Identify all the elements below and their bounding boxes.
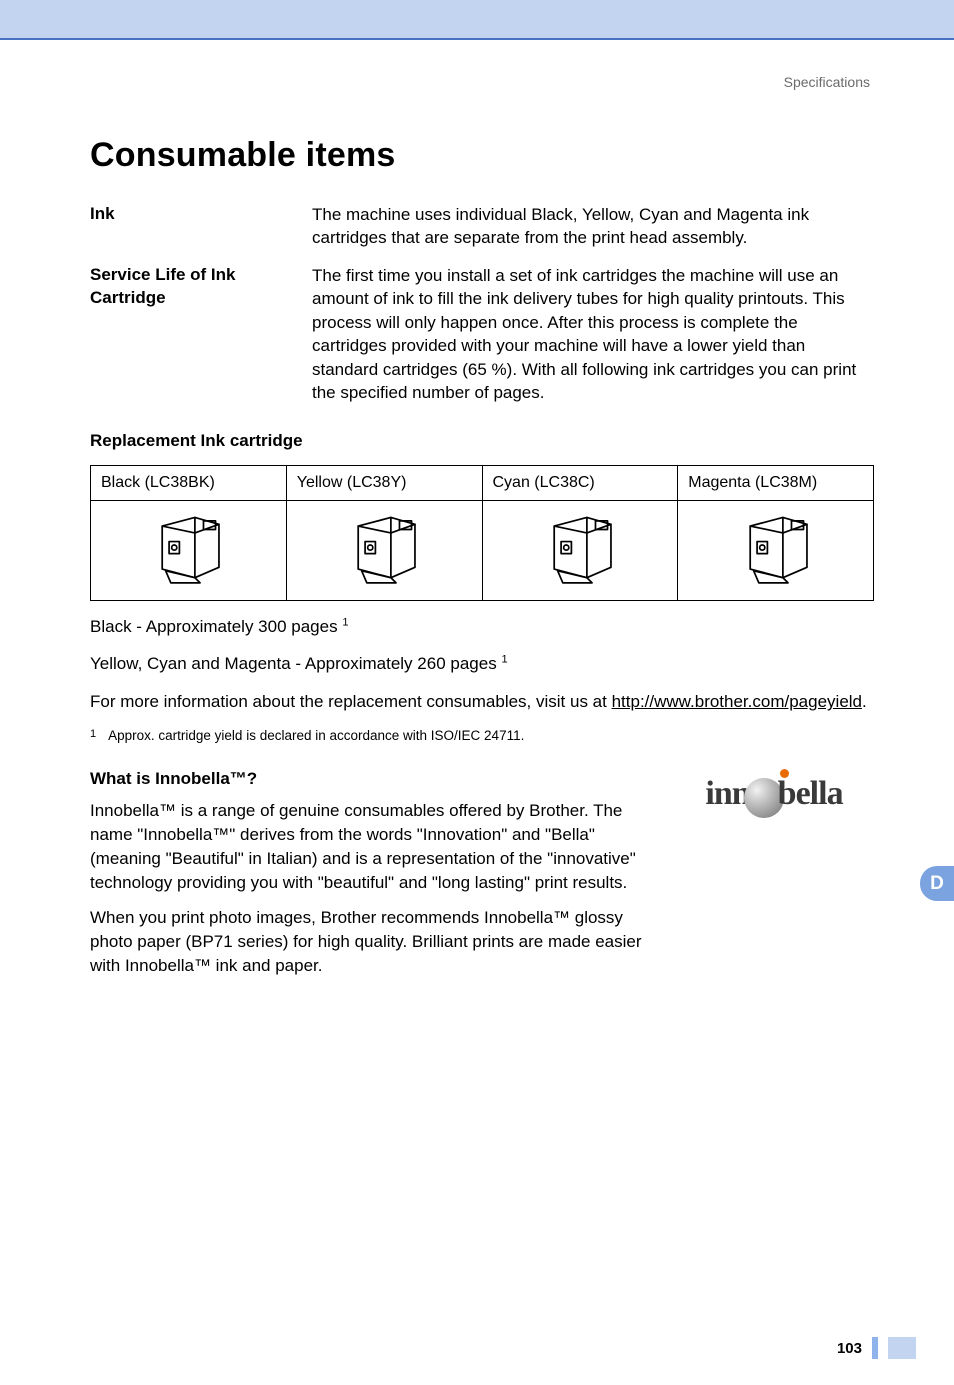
cartridge-table: Black (LC38BK) Yellow (LC38Y) Cyan (LC38…	[90, 465, 874, 601]
innobella-dot-icon	[780, 769, 789, 778]
innobella-para1: Innobella™ is a range of genuine consuma…	[90, 799, 646, 896]
cartridge-col-magenta: Magenta (LC38M)	[678, 465, 874, 500]
innobella-para2: When you print photo images, Brother rec…	[90, 906, 646, 978]
replacement-heading: Replacement Ink cartridge	[90, 431, 874, 451]
page-number-bar-icon	[872, 1337, 878, 1359]
innobella-section: What is Innobella™? Innobella™ is a rang…	[90, 769, 874, 978]
definitions-list: Ink The machine uses individual Black, Y…	[90, 203, 874, 405]
innobella-question: What is Innobella™?	[90, 769, 646, 789]
definition-term: Service Life of Ink Cartridge	[90, 264, 312, 405]
definition-row: Service Life of Ink Cartridge The first …	[90, 264, 874, 405]
innobella-logo-right: bella	[778, 775, 843, 812]
yield-footnote-ref: 1	[342, 616, 348, 628]
footnote-number: 1	[90, 728, 96, 743]
yield-black-text: Black - Approximately 300 pages	[90, 617, 338, 636]
cartridge-col-cyan: Cyan (LC38C)	[482, 465, 678, 500]
cartridge-icon	[537, 507, 623, 589]
definition-row: Ink The machine uses individual Black, Y…	[90, 203, 874, 250]
page-title: Consumable items	[90, 136, 874, 175]
yield-color-text: Yellow, Cyan and Magenta - Approximately…	[90, 654, 497, 673]
innobella-logo-text: inn bella	[705, 775, 842, 816]
page-number-bar-icon	[888, 1337, 916, 1359]
cartridge-icon	[145, 507, 231, 589]
yield-footnote-ref: 1	[501, 654, 507, 666]
innobella-logo-right-wrap: bella	[778, 775, 843, 812]
cartridge-icon	[733, 507, 819, 589]
section-tab-d[interactable]: D	[920, 866, 954, 901]
yield-info: Black - Approximately 300 pages 1 Yellow…	[90, 615, 874, 714]
cartridge-image-cyan	[482, 500, 678, 600]
cartridge-image-black	[91, 500, 287, 600]
page-number: 103	[837, 1340, 862, 1357]
footnote: 1 Approx. cartridge yield is declared in…	[90, 728, 874, 743]
definition-description: The machine uses individual Black, Yello…	[312, 203, 874, 250]
yield-color: Yellow, Cyan and Magenta - Approximately…	[90, 652, 874, 676]
table-image-row	[91, 500, 874, 600]
more-info-tail: .	[862, 692, 867, 711]
cartridge-col-black: Black (LC38BK)	[91, 465, 287, 500]
innobella-logo-left: inn	[705, 775, 749, 812]
top-rule	[0, 38, 954, 40]
top-band	[0, 0, 954, 38]
pageyield-link[interactable]: http://www.brother.com/pageyield	[612, 692, 862, 711]
cartridge-col-yellow: Yellow (LC38Y)	[286, 465, 482, 500]
table-header-row: Black (LC38BK) Yellow (LC38Y) Cyan (LC38…	[91, 465, 874, 500]
innobella-logo: inn bella	[674, 769, 874, 978]
innobella-text: What is Innobella™? Innobella™ is a rang…	[90, 769, 646, 978]
definition-term: Ink	[90, 203, 312, 250]
yield-black: Black - Approximately 300 pages 1	[90, 615, 874, 639]
more-info-lead: For more information about the replaceme…	[90, 692, 612, 711]
yield-more-info: For more information about the replaceme…	[90, 690, 874, 714]
page-body: Specifications Consumable items Ink The …	[0, 74, 954, 1385]
cartridge-icon	[341, 507, 427, 589]
cartridge-image-magenta	[678, 500, 874, 600]
cartridge-image-yellow	[286, 500, 482, 600]
page-number-wrap: 103	[837, 1337, 916, 1359]
section-header-label: Specifications	[90, 74, 870, 90]
definition-description: The first time you install a set of ink …	[312, 264, 874, 405]
footnote-text: Approx. cartridge yield is declared in a…	[108, 728, 524, 743]
